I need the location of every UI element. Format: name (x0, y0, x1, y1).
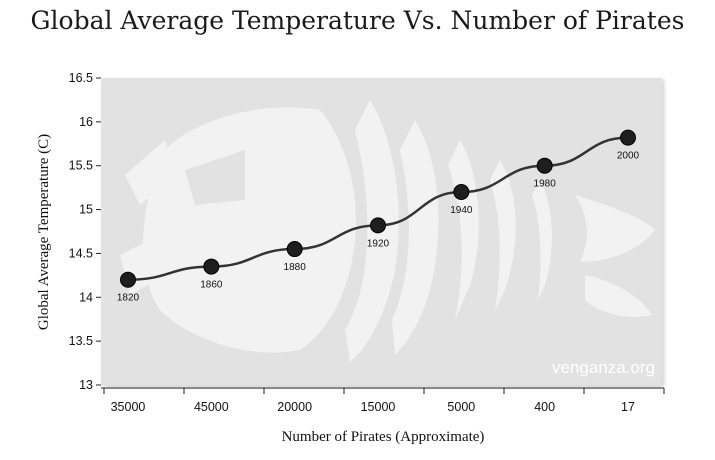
data-point-label: 1940 (450, 205, 473, 216)
y-tick-label: 14.5 (69, 246, 93, 260)
data-point (286, 241, 303, 258)
data-point (620, 129, 636, 146)
series-layer: 1820 1860 1880 1920 1940 1980 2000 (117, 129, 640, 304)
data-point-label: 1980 (534, 179, 557, 190)
x-tick-label: 15000 (361, 400, 396, 414)
x-tick-label: 45000 (194, 400, 229, 414)
chart-title: Global Average Temperature Vs. Number of… (30, 6, 685, 35)
data-point-label: 1920 (367, 238, 390, 249)
data-point (370, 217, 386, 234)
x-tick-label: 35000 (111, 400, 146, 414)
data-point (453, 184, 470, 201)
data-point (536, 157, 553, 174)
x-tick-label: 5000 (447, 400, 475, 414)
data-point-label: 2000 (617, 151, 640, 162)
data-point (120, 271, 136, 288)
y-tick-label: 16 (79, 115, 93, 129)
y-tick-label: 13 (79, 378, 93, 392)
x-axis-label: Number of Pirates (Approximate) (282, 429, 485, 445)
watermark-text: venganza.org (552, 358, 655, 377)
y-tick-label: 13.5 (69, 334, 93, 348)
data-point-label: 1880 (284, 262, 307, 273)
x-axis: 35000 45000 20000 15000 5000 400 17 (101, 387, 665, 414)
y-axis: 13 13.5 14 14.5 15 15.5 16 16.5 (69, 71, 101, 392)
y-tick-label: 16.5 (69, 71, 93, 85)
x-tick-label: 17 (621, 400, 635, 414)
data-point-label: 1860 (200, 280, 223, 291)
y-tick-label: 15 (79, 203, 93, 217)
y-tick-label: 15.5 (69, 159, 93, 173)
data-point-label: 1820 (117, 293, 140, 304)
y-tick-label: 14 (79, 290, 93, 304)
x-tick-label: 400 (534, 400, 555, 414)
y-axis-label: Global Average Temperature (C) (36, 134, 52, 330)
x-tick-label: 20000 (277, 400, 312, 414)
data-point (203, 258, 220, 275)
fish-eye-icon (185, 150, 245, 205)
